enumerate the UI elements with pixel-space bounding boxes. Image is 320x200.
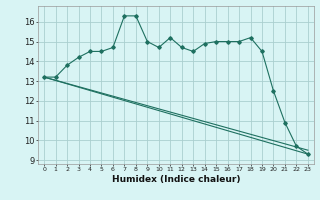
X-axis label: Humidex (Indice chaleur): Humidex (Indice chaleur) xyxy=(112,175,240,184)
